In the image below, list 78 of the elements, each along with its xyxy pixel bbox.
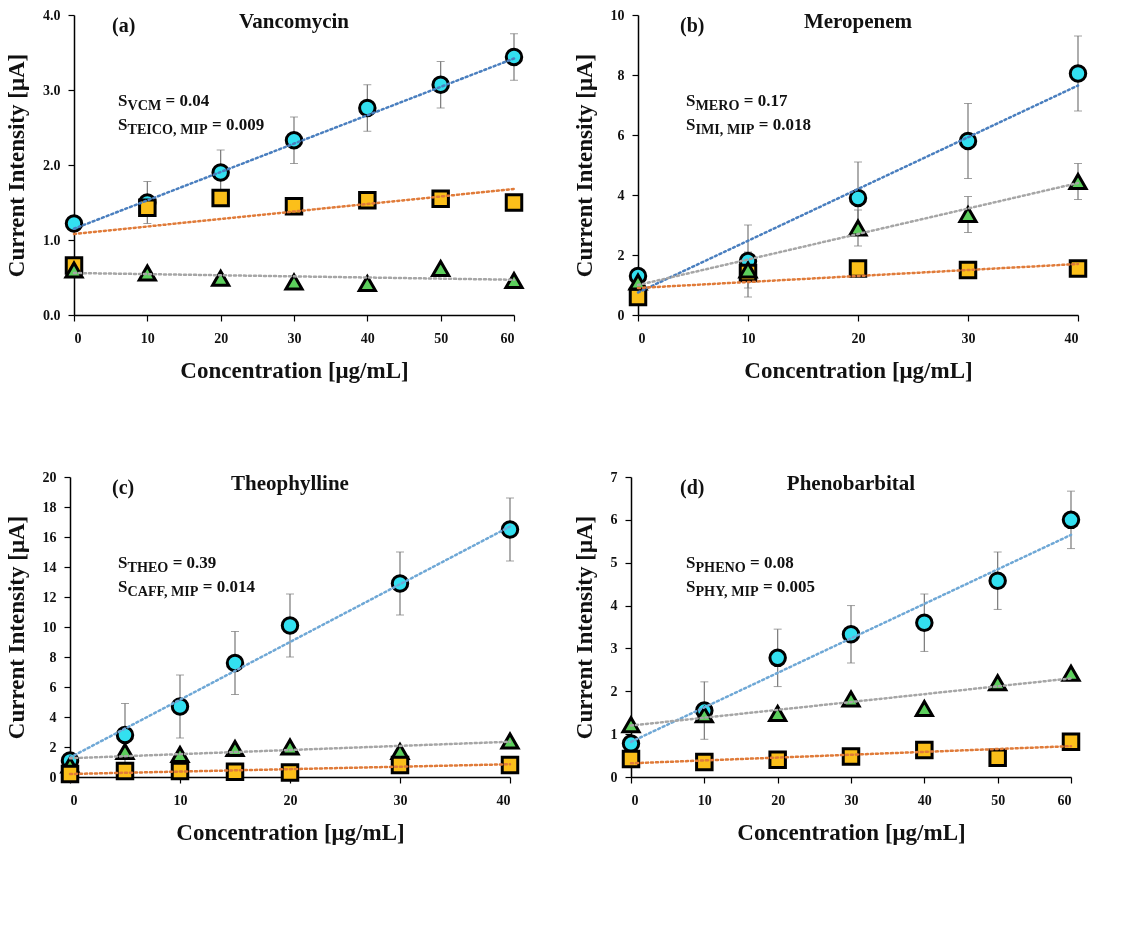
x-tick-label: 0 (70, 792, 78, 808)
y-tick-label: 4.0 (43, 7, 61, 23)
x-tick-label: 20 (283, 792, 298, 808)
y-tick-label: 6 (617, 127, 625, 143)
x-tick-label: 20 (771, 792, 786, 808)
y-tick-label: 2 (610, 683, 618, 699)
x-axis-title: Concentration [μg/mL] (744, 357, 973, 383)
x-tick-label: 30 (844, 792, 859, 808)
annotation: (a) (112, 14, 136, 36)
annotation: S$_{THEO}$ = 0.39 (118, 552, 217, 578)
x-tick-label: 40 (360, 330, 375, 346)
x-tick-label: 10 (173, 792, 188, 808)
y-tick-label: 8 (617, 67, 625, 83)
y-tick-label: 0 (49, 769, 57, 785)
x-axis-title: Concentration [μg/mL] (176, 819, 405, 845)
y-tick-label: 0 (610, 769, 618, 785)
chart-title: Phenobarbital (786, 471, 916, 495)
annotation: S$_{MERO}$ = 0.17 (686, 90, 788, 116)
x-tick-label: 30 (393, 792, 408, 808)
x-tick-label: 40 (1064, 330, 1079, 346)
chart-title: Theophylline (231, 471, 349, 495)
x-tick-label: 10 (741, 330, 756, 346)
y-tick-label: 10 (42, 619, 57, 635)
x-tick-label: 20 (851, 330, 866, 346)
y-tick-label: 2 (617, 247, 625, 263)
x-tick-label: 0 (638, 330, 646, 346)
y-tick-label: 4 (617, 187, 625, 203)
x-tick-label: 10 (697, 792, 712, 808)
x-tick-label: 50 (991, 792, 1006, 808)
x-axis-title: Concentration [μg/mL] (180, 357, 409, 383)
annotation: S$_{CAFF, MIP}$ = 0.014 (118, 576, 255, 602)
y-tick-label: 0 (617, 307, 625, 323)
annotation: S$_{TEICO, MIP}$ = 0.009 (118, 114, 265, 140)
y-tick-label: 4 (49, 709, 57, 725)
annotation: S$_{PHENO}$ = 0.08 (686, 552, 794, 578)
annotation: (d) (680, 476, 705, 498)
y-tick-label: 7 (610, 469, 618, 485)
chart-title: Meropenem (803, 9, 913, 33)
annotation: S$_{VCM}$ = 0.04 (118, 90, 210, 116)
annotation: (c) (112, 476, 135, 498)
x-tick-label: 60 (500, 330, 515, 346)
chart-title: Vancomycin (238, 9, 350, 33)
x-tick-label: 30 (961, 330, 976, 346)
y-tick-label: 3.0 (43, 82, 61, 98)
y-tick-label: 5 (610, 555, 618, 571)
y-tick-label: 1.0 (43, 232, 61, 248)
y-tick-label: 0.0 (43, 307, 61, 323)
y-axis-title: Current Intensity [μA] (571, 53, 597, 278)
x-tick-label: 0 (74, 330, 82, 346)
x-tick-label: 30 (287, 330, 302, 346)
y-tick-label: 2.0 (43, 157, 61, 173)
y-axis-title: Current Intensity [μA] (571, 515, 597, 740)
annotation: S$_{IMI, MIP}$ = 0.018 (686, 114, 811, 140)
y-tick-label: 16 (42, 529, 57, 545)
x-tick-label: 40 (496, 792, 511, 808)
y-tick-label: 1 (610, 726, 618, 742)
x-tick-label: 20 (214, 330, 229, 346)
y-tick-label: 18 (42, 499, 57, 515)
annotation: (b) (680, 14, 705, 36)
x-tick-label: 50 (434, 330, 449, 346)
y-axis-title: Current Intensity [μA] (3, 515, 29, 740)
x-tick-label: 0 (631, 792, 639, 808)
x-axis-title: Concentration [μg/mL] (737, 819, 966, 845)
y-tick-label: 6 (49, 679, 57, 695)
annotation: S$_{PHY, MIP}$ = 0.005 (686, 576, 816, 602)
y-tick-label: 3 (610, 640, 618, 656)
y-axis-title: Current Intensity [μA] (4, 53, 29, 278)
x-tick-label: 60 (1057, 792, 1072, 808)
y-tick-label: 12 (42, 589, 57, 605)
y-tick-label: 20 (42, 469, 57, 485)
x-tick-label: 40 (917, 792, 932, 808)
x-tick-label: 10 (140, 330, 155, 346)
y-tick-label: 10 (610, 7, 625, 23)
y-tick-label: 4 (610, 598, 618, 614)
y-tick-label: 2 (49, 739, 57, 755)
y-tick-label: 8 (49, 649, 57, 665)
y-tick-label: 6 (610, 512, 618, 528)
y-tick-label: 14 (42, 559, 57, 575)
